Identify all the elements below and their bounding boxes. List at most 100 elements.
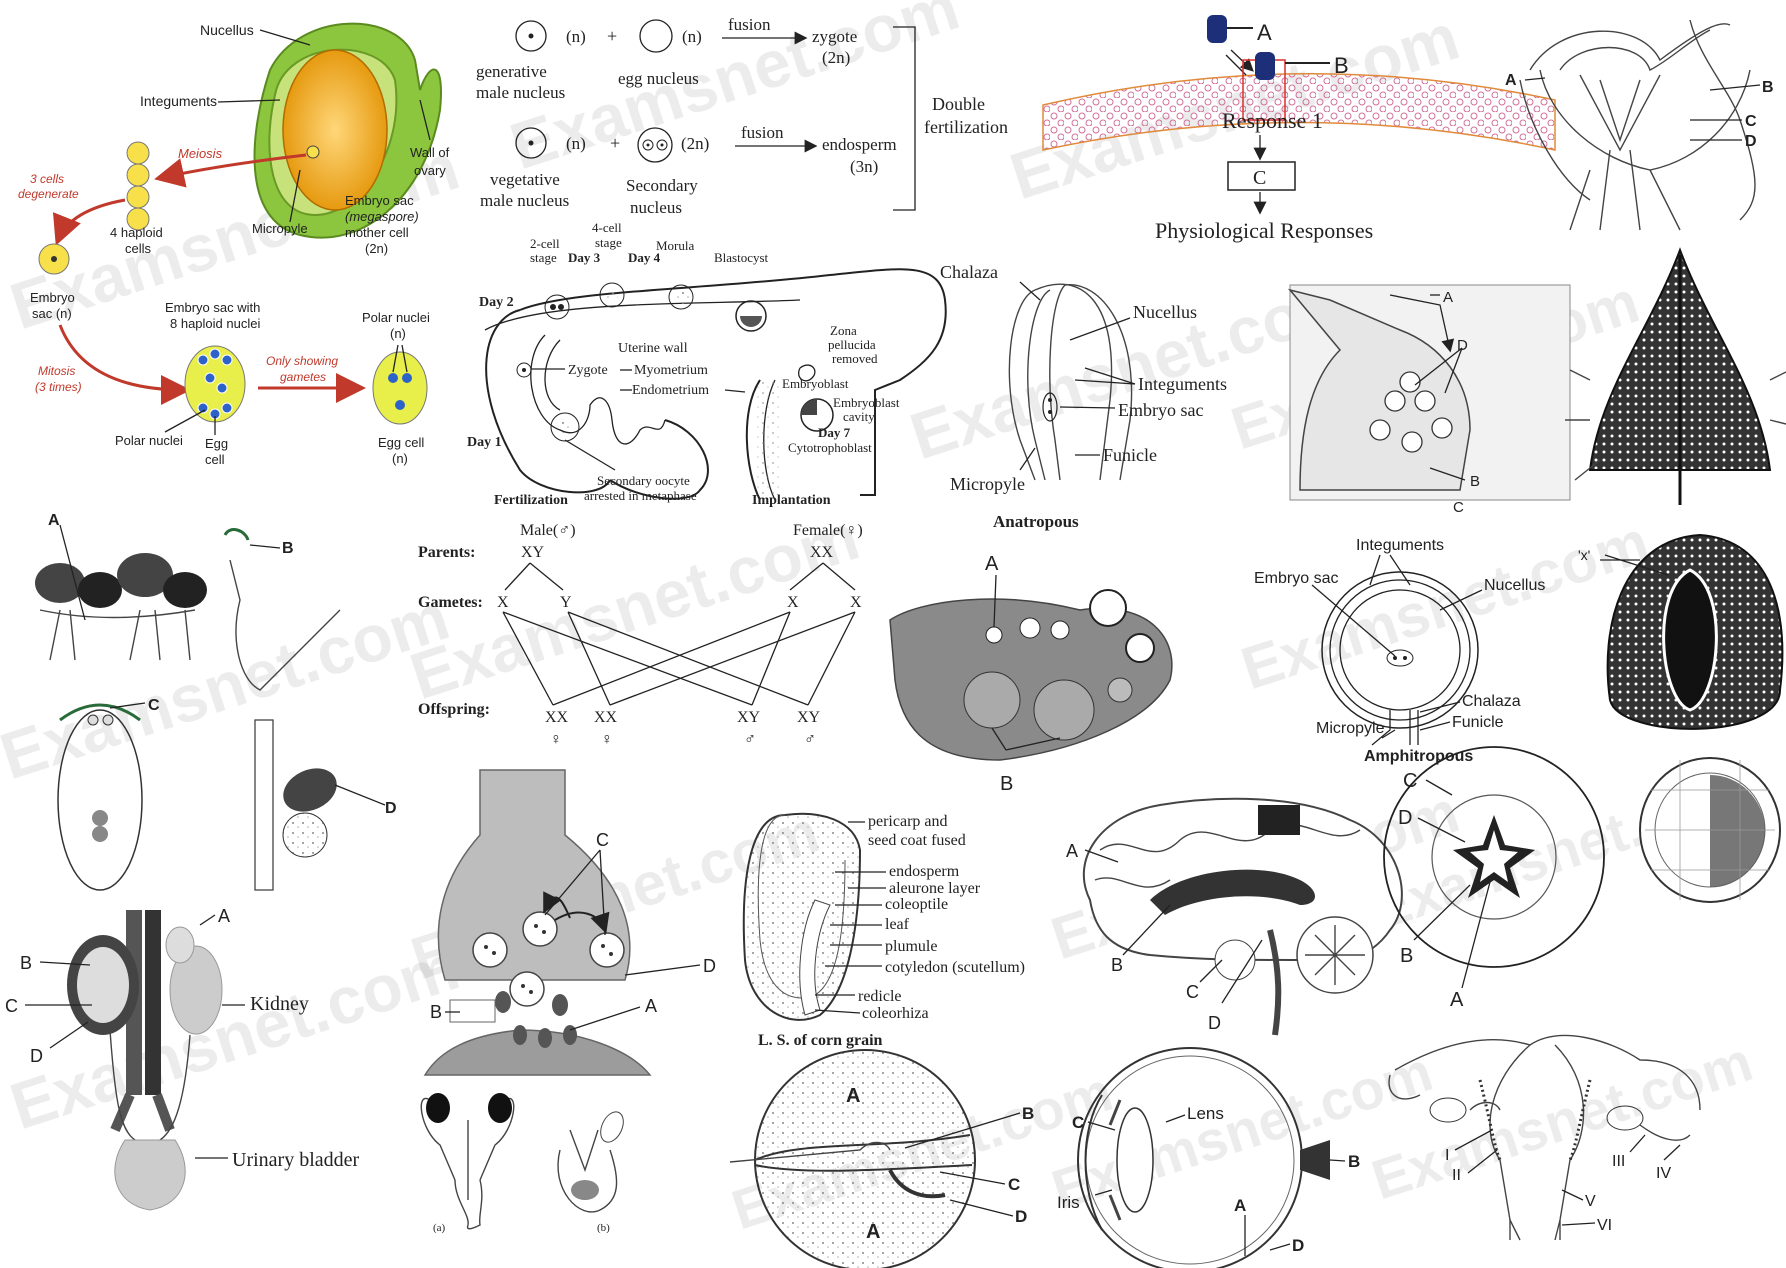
label-degenerate: degenerate	[18, 187, 79, 201]
label-embryo-sac-amp: Embryo sac	[1254, 570, 1338, 587]
label-seed-d: D	[1015, 1207, 1027, 1226]
label-corn-title: L. S. of corn grain	[758, 1032, 883, 1049]
panel-anatropous: Chalaza Nucellus Integuments Embryo sac …	[940, 262, 1227, 531]
megaspore-mother-cell	[306, 145, 320, 159]
label-ovary-b: B	[1000, 773, 1013, 795]
label-fertilization: Fertilization	[494, 493, 568, 508]
label-seed-c: C	[1008, 1175, 1020, 1194]
label-fungi-b: B	[282, 540, 294, 557]
label-only-gametes: gametes	[280, 370, 326, 384]
label-micropyle-ana: Micropyle	[950, 474, 1025, 494]
label-day2: Day 2	[479, 295, 514, 310]
label-zona: removed	[832, 351, 878, 366]
label-sac-8-nuclei: 8 haploid nuclei	[170, 316, 260, 331]
label-syn2-b: B	[430, 1002, 442, 1022]
label-n: (n)	[682, 27, 702, 46]
label-response1: Response 1	[1222, 108, 1323, 133]
label-wall-of-ovary: Wall of	[410, 145, 450, 160]
label-micropyle-amp: Micropyle	[1316, 720, 1385, 737]
label-uterine-wall: Uterine wall	[618, 341, 688, 356]
label-endometrium: Endometrium	[632, 383, 709, 398]
label-coleoptile: coleoptile	[885, 896, 948, 913]
label-haploid-cells: cells	[125, 241, 152, 256]
label-chalaza-ana: Chalaza	[940, 262, 998, 282]
label-egg-cell-left: Egg	[205, 436, 228, 451]
label-anatropous: Anatropous	[993, 512, 1079, 531]
label-only-gametes: Only showing	[266, 354, 338, 368]
panel-sex-cross: Male(♂) Female(♀) Parents: XY XX Gametes…	[418, 522, 863, 748]
label-zygote: zygote	[812, 27, 857, 46]
label-kidney-a: A	[218, 906, 230, 926]
label-2-cell: 2-cell	[530, 236, 560, 251]
label-embryoblast: Embryoblast	[782, 376, 849, 391]
hormone-a	[1207, 15, 1227, 43]
label-zygote: (2n)	[822, 48, 850, 67]
label-uterus-i: I	[1445, 1147, 1449, 1164]
label-offspring: Offspring:	[418, 701, 490, 718]
label-endosperm: (3n)	[850, 157, 878, 176]
label-day7: Day 7	[818, 425, 851, 440]
label-flower-a: (a)	[433, 1222, 446, 1234]
label-haploid-cells: 4 haploid	[110, 225, 163, 240]
panel-amphitropous: Integuments Embryo sac Nucellus Chalaza …	[1254, 537, 1545, 765]
panel-corn-grain: pericarp and seed coat fused endosperm a…	[742, 812, 1025, 1049]
label-mother-cell: (megaspore)	[345, 209, 419, 224]
embryo-sac-gametes	[372, 351, 428, 425]
label-male-a: A	[1505, 72, 1517, 89]
label-eye-a: A	[1234, 1196, 1246, 1215]
label-gamete-x1: X	[497, 594, 509, 611]
label-mitosis: Mitosis	[38, 364, 75, 378]
label-ovary-a: A	[985, 553, 999, 575]
label-hormone-a: A	[1257, 20, 1272, 45]
watermark: Examsnet.com	[0, 579, 457, 793]
label-gamete-x2: X	[787, 594, 799, 611]
box-c	[1227, 161, 1296, 191]
male-symbol: ♂	[804, 731, 816, 748]
label-pericarp: seed coat fused	[868, 832, 966, 849]
label-nucellus: Nucellus	[200, 22, 254, 38]
label-secondary-oocyte: arrested in metaphase	[584, 488, 697, 503]
panel-fungi: A B C D	[35, 512, 397, 891]
label-coleorhiza: coleorhiza	[862, 1005, 929, 1022]
label-endosperm-corn: endosperm	[889, 863, 960, 880]
panel-synapse-sketch: A D B C	[1287, 284, 1571, 516]
label-day4: Day 4	[628, 250, 661, 265]
panel-ovary-section: A B	[889, 553, 1173, 795]
label-integuments-ana: Integuments	[1138, 374, 1227, 394]
label-secondary-oocyte: Secondary oocyte	[597, 473, 690, 488]
panel-blastula	[1639, 757, 1781, 903]
label-plus: +	[607, 26, 617, 46]
label-egg-cell-right: Egg cell	[378, 435, 424, 450]
label-bladder: Urinary bladder	[232, 1149, 360, 1171]
label-chalaza-amp: Chalaza	[1462, 693, 1521, 710]
label-kidney-d: D	[30, 1046, 43, 1066]
label-vegetative: male nucleus	[480, 191, 569, 210]
label-mother-cell: mother cell	[345, 225, 409, 240]
panel-hormone-response: A B Response 1 C Physiological Responses	[1042, 15, 1556, 243]
label-fungi-c: C	[148, 697, 160, 714]
four-haploid-cells	[126, 141, 150, 231]
label-cotyledon: cotyledon (scutellum)	[885, 959, 1025, 976]
label-integuments: Integuments	[140, 93, 217, 109]
label-micropyle: Micropyle	[252, 221, 308, 236]
label-sac-8-nuclei: Embryo sac with	[165, 300, 260, 315]
label-gamete-x3: X	[850, 594, 862, 611]
watermark: Examsnet.com	[1, 929, 467, 1143]
label-mother-cell: (2n)	[365, 241, 388, 256]
panel-male-repro: A B C D	[1505, 19, 1774, 231]
label-ovule-d: D	[1398, 807, 1412, 829]
label-double-fertilization: Double	[932, 94, 985, 114]
label-4-cell: stage	[595, 235, 622, 250]
label-syn-a: A	[1443, 289, 1453, 306]
label-mother-cell: Embryo sac	[345, 193, 414, 208]
label-uterus-iv: IV	[1656, 1165, 1671, 1182]
label-brain-b: B	[1111, 955, 1123, 975]
label-eye-c: C	[1072, 1113, 1084, 1132]
label-xx-parent: XX	[810, 544, 834, 561]
label-eye-lens: Lens	[1187, 1104, 1224, 1123]
label-day1: Day 1	[467, 435, 502, 450]
panel-uterus: I II III IV V VI	[1388, 1034, 1701, 1241]
label-ovule-c: C	[1403, 770, 1417, 792]
panel-synapse: C D B A	[423, 769, 716, 1076]
